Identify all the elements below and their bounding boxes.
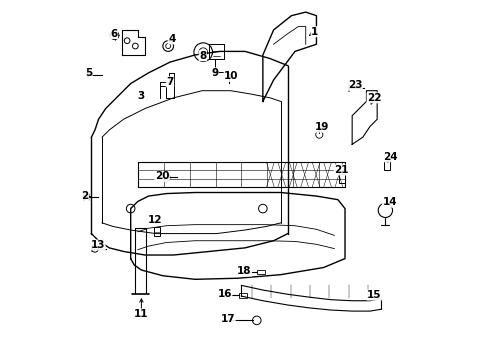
Text: 23: 23	[348, 80, 362, 90]
Bar	[153, 227, 160, 237]
Text: 5: 5	[85, 68, 92, 78]
Text: 20: 20	[155, 171, 170, 181]
Text: 22: 22	[367, 93, 382, 103]
FancyBboxPatch shape	[138, 162, 345, 187]
Text: 24: 24	[383, 152, 397, 162]
Text: 3: 3	[137, 91, 145, 101]
Text: 9: 9	[211, 68, 218, 78]
Text: 10: 10	[224, 71, 239, 81]
Text: 17: 17	[220, 314, 235, 324]
Text: 15: 15	[367, 290, 382, 300]
Text: 14: 14	[382, 197, 397, 207]
Text: 16: 16	[218, 289, 232, 299]
Text: 8: 8	[199, 51, 206, 61]
Text: 2: 2	[81, 191, 89, 201]
Bar	[239, 293, 247, 298]
Text: 18: 18	[237, 266, 251, 276]
Bar	[339, 174, 345, 183]
Bar	[384, 161, 390, 170]
Text: 21: 21	[334, 165, 349, 175]
Text: 1: 1	[311, 27, 318, 37]
Text: 13: 13	[91, 240, 105, 250]
Text: 6: 6	[110, 28, 118, 39]
Text: 11: 11	[134, 309, 148, 319]
Text: 4: 4	[168, 34, 175, 44]
Text: 19: 19	[315, 122, 329, 132]
Bar	[257, 270, 265, 274]
Text: 12: 12	[147, 215, 162, 225]
Text: 7: 7	[166, 77, 173, 87]
